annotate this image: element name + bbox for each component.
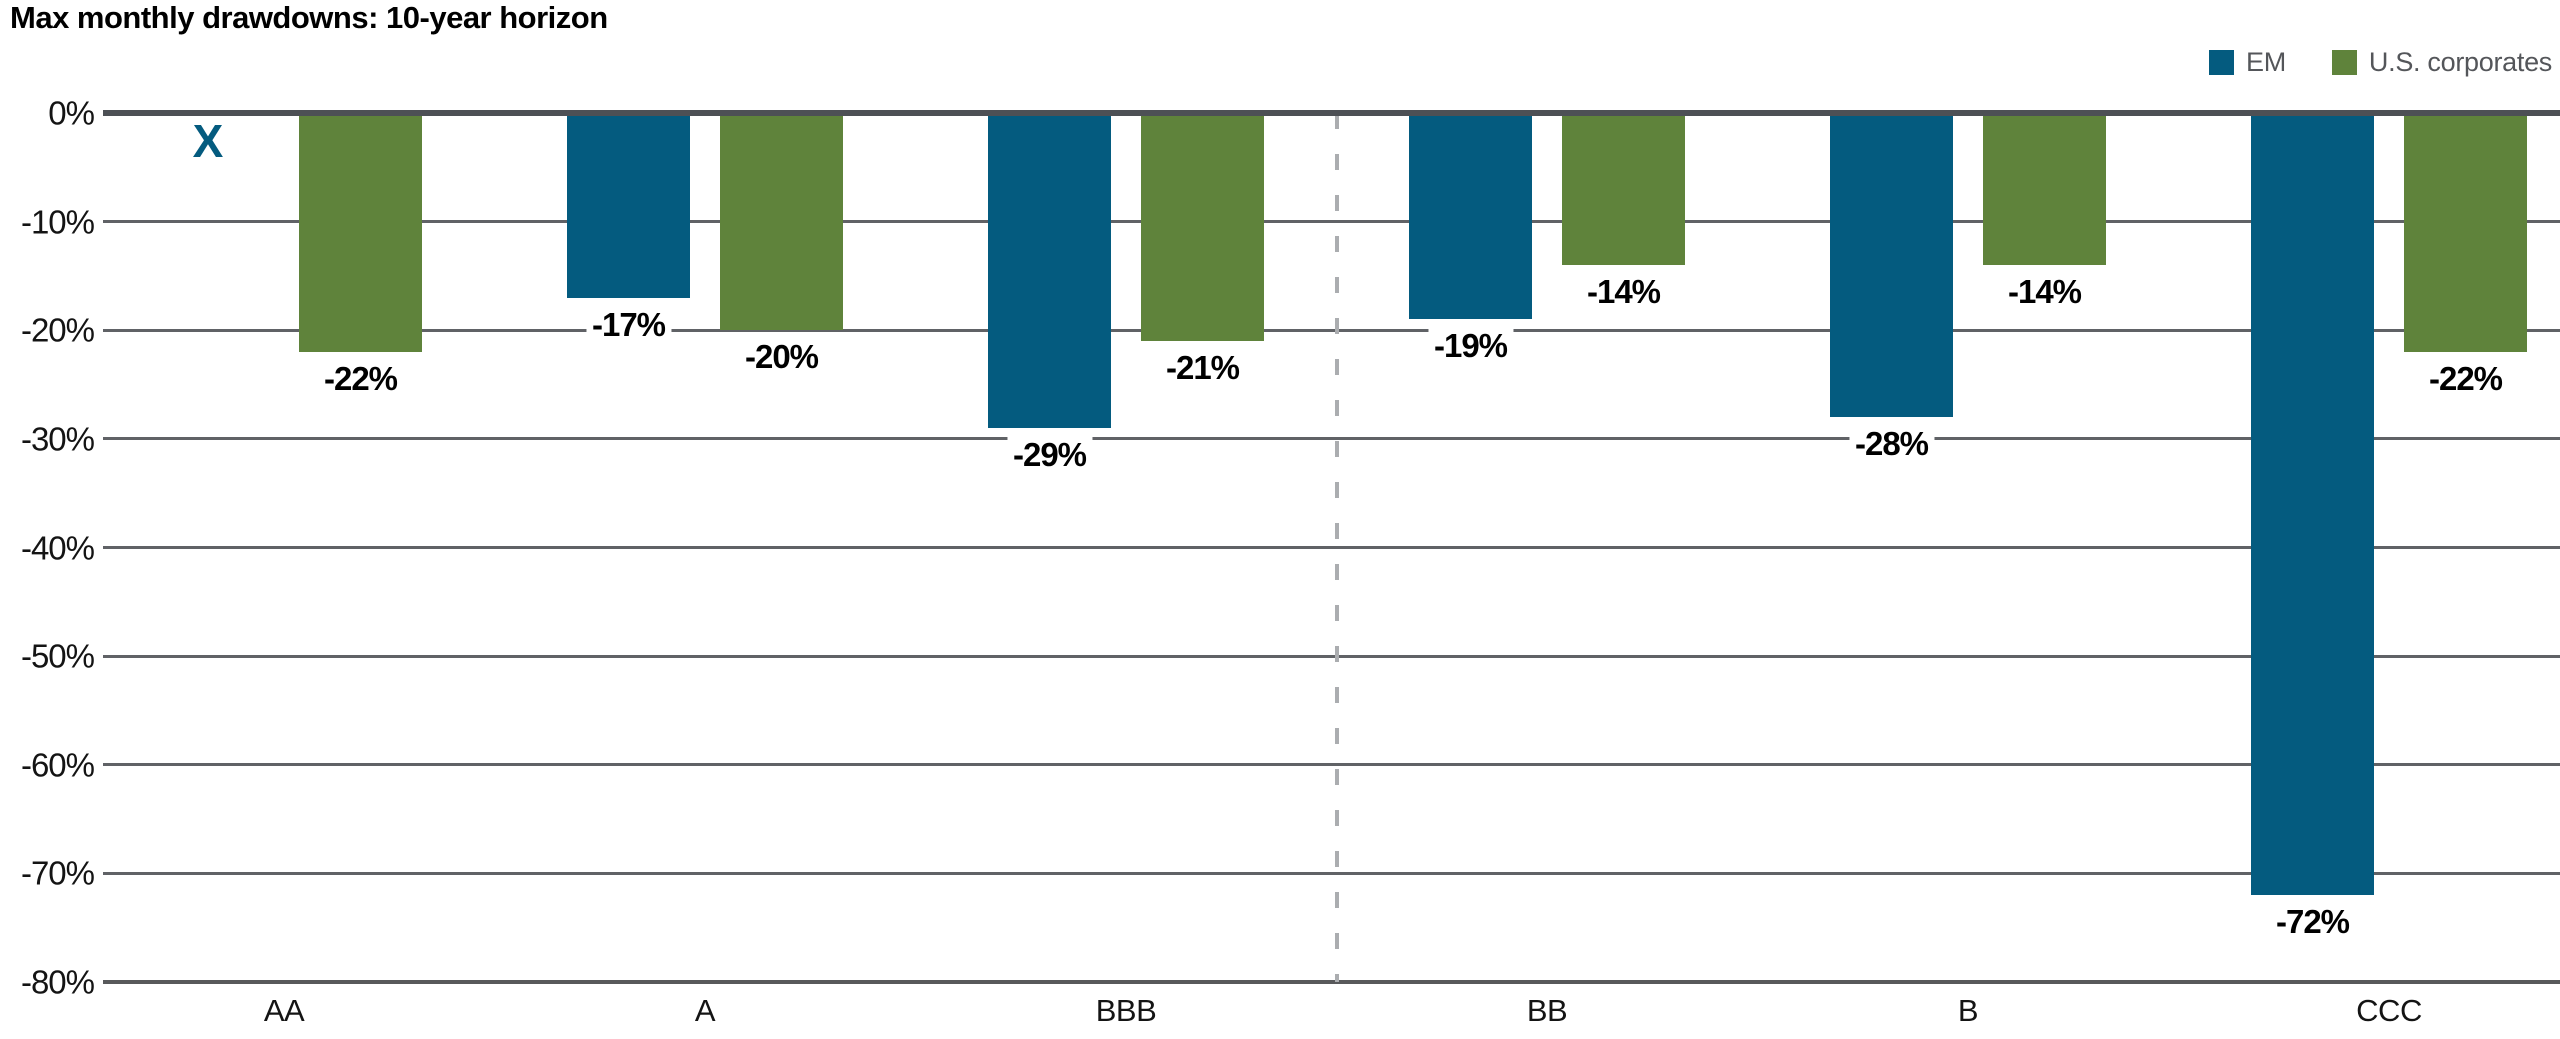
y-axis-tick-label: -60% (20, 746, 95, 784)
data-label-em-A: -17% (585, 306, 672, 344)
data-label-u-s-corporates-A: -20% (738, 338, 825, 376)
bar-em-BBB (988, 113, 1111, 428)
y-axis-tick-label: -30% (20, 420, 95, 458)
bar-em-B (1830, 113, 1953, 417)
em-swatch (2209, 50, 2235, 75)
gridline--70% (103, 872, 2560, 875)
zero-axis-line (103, 110, 2560, 116)
bar-u-s-corporates-CCC (2404, 113, 2527, 352)
bar-em-A (567, 113, 690, 298)
bar-em-CCC (2251, 113, 2374, 895)
data-label-u-s-corporates-CCC: -22% (2422, 360, 2509, 398)
bar-u-s-corporates-AA (299, 113, 422, 352)
no-data-x-marker-em-AA: X (192, 115, 224, 167)
data-label-em-BB: -19% (1427, 327, 1514, 365)
x-axis-category-label-B: B (1957, 993, 1979, 1028)
x-axis-category-label-CCC: CCC (2356, 993, 2422, 1028)
bar-em-BB (1409, 113, 1532, 319)
x-axis-category-label-A: A (694, 993, 716, 1028)
bar-u-s-corporates-BBB (1141, 113, 1264, 341)
legend-label: EM (2246, 47, 2286, 77)
gridline--10% (103, 220, 2560, 223)
data-label-u-s-corporates-BBB: -21% (1159, 349, 1246, 387)
data-label-em-CCC: -72% (2269, 903, 2356, 941)
gridline--20% (103, 329, 2560, 332)
data-label-u-s-corporates-AA: -22% (317, 360, 404, 398)
gridline--80% (103, 980, 2560, 984)
legend-item-em: EM (2209, 47, 2286, 78)
y-axis-tick-label: -70% (20, 854, 95, 892)
x-axis-category-label-BB: BB (1526, 993, 1568, 1028)
data-label-em-B: -28% (1848, 425, 1935, 463)
y-axis-tick-label: 0% (48, 94, 95, 132)
data-label-em-BBB: -29% (1006, 436, 1093, 474)
legend-label: U.S. corporates (2368, 47, 2552, 77)
legend-item-u-s-corporates: U.S. corporates (2331, 47, 2552, 78)
data-label-u-s-corporates-B: -14% (2001, 273, 2088, 311)
y-axis-tick-label: -40% (20, 529, 95, 566)
y-axis-tick-label: -80% (20, 963, 95, 1001)
x-axis-category-label-BBB: BBB (1095, 993, 1157, 1028)
data-label-u-s-corporates-BB: -14% (1580, 273, 1667, 311)
chart-title: Max monthly drawdowns: 10-year horizon (10, 0, 608, 35)
gridline--60% (103, 763, 2560, 766)
y-axis-tick-label: -50% (20, 637, 95, 675)
gridline--40% (103, 546, 2560, 549)
x-axis-category-label-AA: AA (263, 993, 305, 1028)
bar-u-s-corporates-B (1983, 113, 2106, 265)
ig-hy-separator-dashed-line (1335, 113, 1339, 982)
bar-u-s-corporates-A (720, 113, 843, 330)
y-axis-tick-label: -10% (20, 203, 95, 241)
bar-u-s-corporates-BB (1562, 113, 1685, 265)
y-axis-tick-label: -20% (20, 311, 95, 349)
gridline--30% (103, 437, 2560, 440)
legend: EM U.S. corporates (2209, 47, 2552, 78)
us-corporates-swatch (2331, 50, 2357, 75)
gridline--50% (103, 655, 2560, 658)
